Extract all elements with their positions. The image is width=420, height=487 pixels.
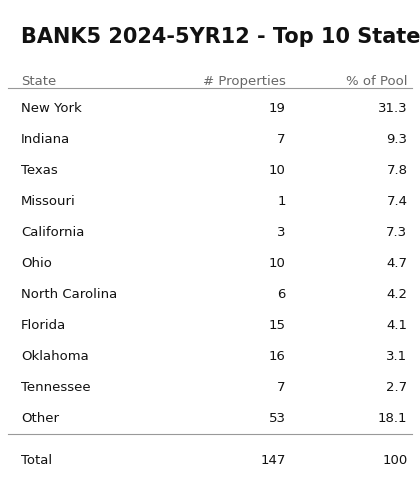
Text: Indiana: Indiana	[21, 133, 70, 146]
Text: 9.3: 9.3	[386, 133, 407, 146]
Text: 18.1: 18.1	[378, 412, 407, 425]
Text: State: State	[21, 75, 56, 89]
Text: 7.4: 7.4	[386, 195, 407, 208]
Text: California: California	[21, 226, 84, 239]
Text: 4.1: 4.1	[386, 318, 407, 332]
Text: 1: 1	[277, 195, 286, 208]
Text: 7.3: 7.3	[386, 226, 407, 239]
Text: 10: 10	[269, 164, 286, 177]
Text: Texas: Texas	[21, 164, 58, 177]
Text: 15: 15	[269, 318, 286, 332]
Text: 4.2: 4.2	[386, 288, 407, 301]
Text: Ohio: Ohio	[21, 257, 52, 270]
Text: New York: New York	[21, 102, 82, 115]
Text: North Carolina: North Carolina	[21, 288, 117, 301]
Text: 100: 100	[382, 454, 407, 467]
Text: 147: 147	[260, 454, 286, 467]
Text: 7: 7	[277, 133, 286, 146]
Text: 6: 6	[277, 288, 286, 301]
Text: 3.1: 3.1	[386, 350, 407, 363]
Text: 2.7: 2.7	[386, 381, 407, 393]
Text: BANK5 2024-5YR12 - Top 10 States: BANK5 2024-5YR12 - Top 10 States	[21, 27, 420, 47]
Text: 3: 3	[277, 226, 286, 239]
Text: 19: 19	[269, 102, 286, 115]
Text: 53: 53	[269, 412, 286, 425]
Text: % of Pool: % of Pool	[346, 75, 407, 89]
Text: Oklahoma: Oklahoma	[21, 350, 89, 363]
Text: # Properties: # Properties	[203, 75, 286, 89]
Text: 31.3: 31.3	[378, 102, 407, 115]
Text: 10: 10	[269, 257, 286, 270]
Text: Tennessee: Tennessee	[21, 381, 91, 393]
Text: Missouri: Missouri	[21, 195, 76, 208]
Text: 7: 7	[277, 381, 286, 393]
Text: 7.8: 7.8	[386, 164, 407, 177]
Text: 16: 16	[269, 350, 286, 363]
Text: Florida: Florida	[21, 318, 66, 332]
Text: 4.7: 4.7	[386, 257, 407, 270]
Text: Total: Total	[21, 454, 52, 467]
Text: Other: Other	[21, 412, 59, 425]
